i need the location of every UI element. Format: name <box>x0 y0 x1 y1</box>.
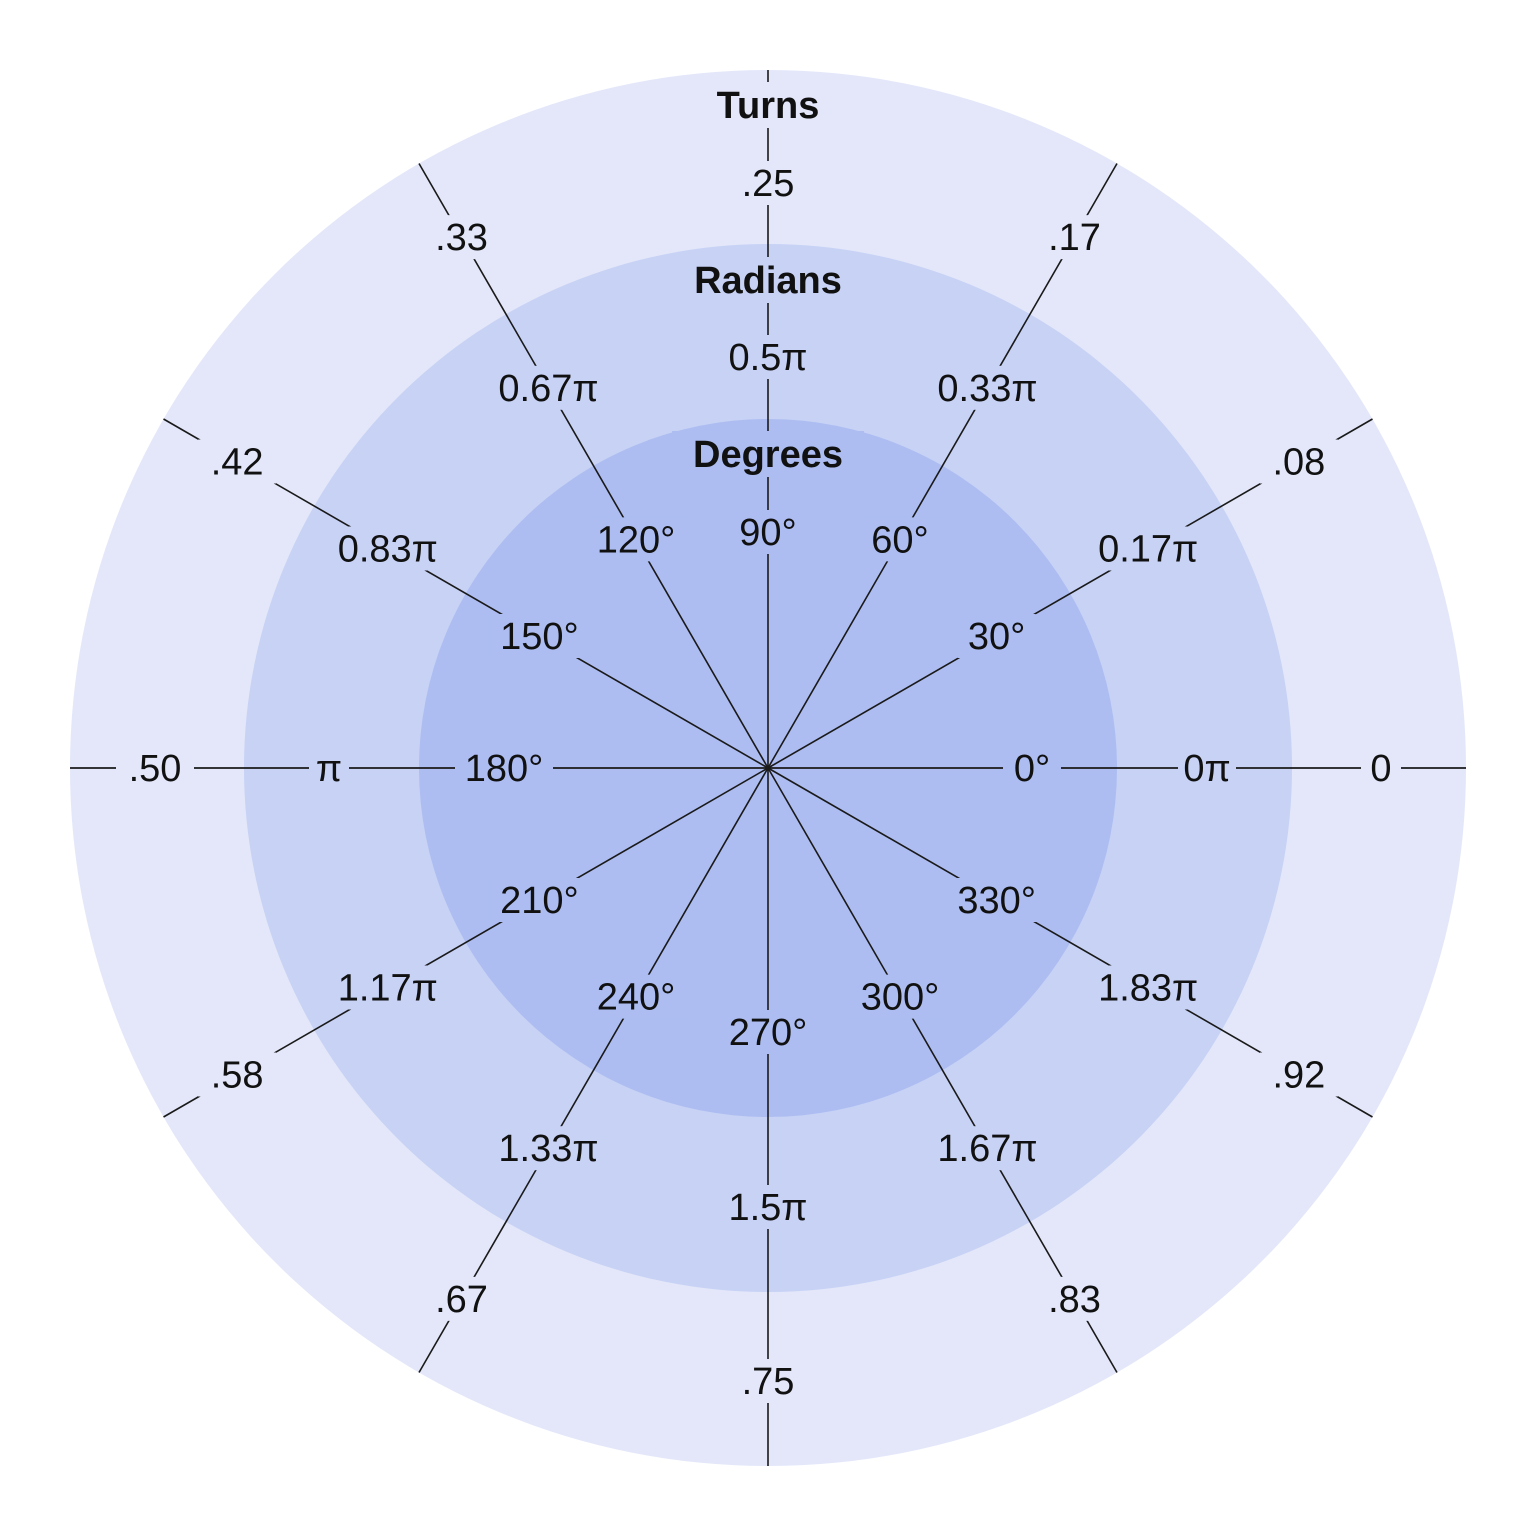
degrees-tick-label: 270° <box>729 1012 808 1054</box>
degrees-tick-label: 0° <box>1014 748 1050 790</box>
radians-tick-label: 1.17π <box>338 968 438 1010</box>
radians-tick-label: π <box>316 748 342 790</box>
degrees-tick-label: 300° <box>861 977 940 1019</box>
turns-tick-label: .33 <box>435 217 488 259</box>
radians-tick-label: 0.33π <box>937 368 1037 410</box>
radians-tick-label: 1.5π <box>728 1187 807 1229</box>
label-background <box>328 965 447 1010</box>
turns-tick-label: .17 <box>1048 217 1101 259</box>
radians-tick-label: 1.67π <box>937 1128 1037 1170</box>
turns-tick-label: .67 <box>435 1279 488 1321</box>
spoke-line <box>767 163 1118 769</box>
radians-tick-label: 0.17π <box>1098 529 1198 571</box>
turns-tick-label: .58 <box>211 1055 264 1097</box>
degrees-tick-label: 150° <box>500 616 579 658</box>
label-background <box>1259 439 1338 484</box>
label-background <box>455 746 553 790</box>
radians-tick-label: 0.83π <box>338 529 438 571</box>
turns-tick-label: .75 <box>742 1361 795 1403</box>
label-background <box>851 974 949 1019</box>
title-background <box>672 431 864 477</box>
label-background <box>1003 746 1061 790</box>
spoke-line <box>767 767 1118 1373</box>
title-background <box>696 82 840 128</box>
degrees-tick-label: 90° <box>739 512 796 554</box>
label-background <box>198 439 277 484</box>
radians-tick-label: 0.67π <box>498 368 598 410</box>
label-background <box>1035 1276 1114 1321</box>
label-background <box>328 526 447 571</box>
label-background <box>490 614 589 658</box>
label-background <box>729 1359 807 1403</box>
degrees-tick-label: 240° <box>597 977 676 1019</box>
turns-tick-label: .42 <box>211 442 264 484</box>
radians-tick-label: 1.83π <box>1098 968 1198 1010</box>
label-background <box>928 365 1047 410</box>
turns-tick-label: .83 <box>1048 1279 1101 1321</box>
degrees-tick-label: 30° <box>968 616 1025 658</box>
label-background <box>729 510 807 554</box>
radians-ring-title: Radians <box>694 260 842 302</box>
turns-tick-label: .25 <box>742 163 795 205</box>
label-background <box>1089 965 1208 1010</box>
spoke-line <box>418 163 769 769</box>
radians-tick-label: 0.5π <box>728 337 807 379</box>
label-background <box>116 746 194 790</box>
degrees-tick-label: 60° <box>871 519 928 561</box>
label-backgrounds <box>116 82 1401 1403</box>
radians-tick-label: 1.33π <box>498 1128 598 1170</box>
label-background <box>1035 215 1114 260</box>
label-background <box>947 878 1046 922</box>
turns-ring-title: Turns <box>717 85 820 127</box>
label-background <box>587 974 685 1019</box>
label-background <box>1361 746 1401 790</box>
label-background <box>729 161 807 205</box>
label-background <box>1089 526 1208 571</box>
turns-tick-label: .50 <box>129 748 182 790</box>
title-background <box>672 257 864 303</box>
turns-tick-label: 0 <box>1370 748 1391 790</box>
label-background <box>422 215 501 260</box>
label-background <box>1178 746 1236 790</box>
label-background <box>719 1185 817 1229</box>
degrees-ring-title: Degrees <box>693 434 843 476</box>
label-background <box>198 1052 277 1097</box>
spoke-line <box>418 767 769 1373</box>
turns-tick-label: .08 <box>1272 442 1325 484</box>
radians-tick-label: 0π <box>1183 748 1230 790</box>
degrees-tick-label: 330° <box>957 880 1036 922</box>
label-background <box>587 517 685 562</box>
label-background <box>1259 1052 1338 1097</box>
turns-tick-label: .92 <box>1272 1055 1325 1097</box>
label-background <box>719 335 817 379</box>
degrees-tick-label: 180° <box>465 748 544 790</box>
label-background <box>422 1276 501 1321</box>
degrees-tick-label: 210° <box>500 880 579 922</box>
label-background <box>490 878 589 922</box>
label-background <box>489 1126 608 1171</box>
ring-titles: Turns Radians Degrees <box>693 85 843 476</box>
label-background <box>957 614 1036 658</box>
degrees-tick-label: 120° <box>597 519 676 561</box>
label-background <box>928 1126 1047 1171</box>
tick-labels: 0 .08 .17 .25 .33 .42 .50 .58 .67 .75 .83 .92 0π 0.17… <box>129 163 1392 1403</box>
label-background <box>719 1010 817 1054</box>
label-background <box>861 517 939 562</box>
label-background <box>489 365 608 410</box>
label-background <box>309 746 349 790</box>
